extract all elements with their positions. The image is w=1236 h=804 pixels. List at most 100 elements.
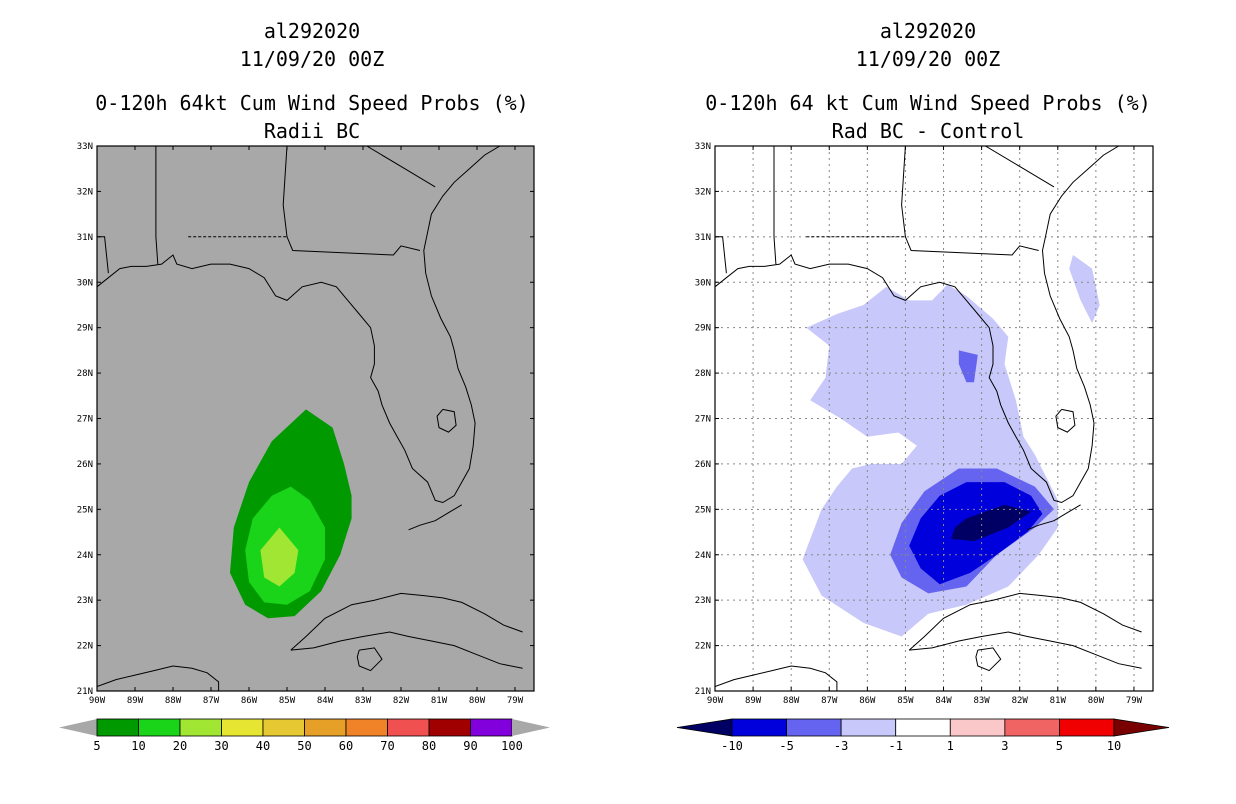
colorbar-swatch-5 bbox=[1004, 718, 1060, 737]
colorbar-swatch-8 bbox=[428, 718, 471, 737]
panel1-colorbar: 5 10 20 30 40 50 60 70 80 90 100 bbox=[59, 718, 550, 753]
state-border-3 bbox=[282, 146, 421, 256]
colorbar-left-arrow bbox=[59, 719, 97, 736]
x-tick-label: 86W bbox=[859, 696, 876, 706]
colorbar-label: 80 bbox=[422, 739, 436, 753]
y-tick-label: 32N bbox=[695, 187, 711, 197]
colorbar-label: -1 bbox=[888, 739, 902, 753]
y-tick-label: 29N bbox=[77, 324, 93, 334]
x-tick-label: 88W bbox=[165, 696, 182, 706]
colorbar-swatch-6 bbox=[1059, 718, 1115, 737]
y-tick-label: 21N bbox=[77, 687, 93, 697]
colorbar-label: 5 bbox=[1056, 739, 1063, 753]
panel1-title-date: 11/09/20 00Z bbox=[240, 47, 385, 71]
colorbar-swatch-0 bbox=[731, 718, 787, 737]
contour-level-20-2 bbox=[260, 527, 299, 587]
x-tick-label: 84W bbox=[317, 696, 334, 706]
coastline-7 bbox=[436, 408, 457, 433]
y-tick-label: 26N bbox=[77, 460, 93, 470]
coastline-6 bbox=[715, 665, 838, 691]
y-tick-label: 32N bbox=[77, 187, 93, 197]
state-border-0 bbox=[715, 236, 727, 274]
x-tick-label: 90W bbox=[707, 696, 724, 706]
y-tick-label: 24N bbox=[77, 551, 93, 561]
colorbar-swatch-7 bbox=[387, 718, 430, 737]
y-tick-label: 27N bbox=[77, 415, 93, 425]
state-border-0 bbox=[97, 236, 109, 274]
panel2-map: 90W 89W 88W 87W 86W 85W 84W 83W 82W 81W 80W 79W 21N 2… bbox=[695, 142, 1154, 706]
colorbar-swatch-1 bbox=[786, 718, 842, 737]
state-border-1 bbox=[773, 146, 777, 265]
colorbar-swatch-0 bbox=[96, 718, 139, 737]
panel2-colorbar: -10 -5 -3 -1 1 3 5 10 bbox=[676, 718, 1170, 753]
x-tick-label: 80W bbox=[469, 696, 486, 706]
y-tick-label: 26N bbox=[695, 460, 711, 470]
colorbar-label: 20 bbox=[173, 739, 187, 753]
colorbar-label: 100 bbox=[501, 739, 523, 753]
coastline-0 bbox=[97, 254, 470, 504]
x-tick-label: 84W bbox=[935, 696, 952, 706]
panel1-map: 90W 89W 88W 87W 86W 85W 84W 83W 82W 81W 80W 79W 21N 2… bbox=[77, 142, 535, 706]
x-tick-label: 81W bbox=[1050, 696, 1067, 706]
colorbar-label: 60 bbox=[339, 739, 353, 753]
colorbar-label: -10 bbox=[721, 739, 743, 753]
x-tick-label: 87W bbox=[821, 696, 838, 706]
coastline-4 bbox=[909, 631, 1142, 669]
x-tick-label: 89W bbox=[127, 696, 144, 706]
colorbar-label: 3 bbox=[1001, 739, 1008, 753]
y-tick-label: 23N bbox=[695, 596, 711, 606]
colorbar-label: 90 bbox=[463, 739, 477, 753]
colorbar-left-arrow bbox=[676, 718, 733, 737]
colorbar-swatch-2 bbox=[840, 718, 897, 737]
colorbar-label: 40 bbox=[256, 739, 270, 753]
state-border-4 bbox=[985, 146, 1055, 188]
colorbar-swatch-3 bbox=[895, 718, 951, 737]
y-tick-label: 23N bbox=[77, 596, 93, 606]
contour-level-neg10-5 bbox=[951, 504, 1032, 542]
coastline-2 bbox=[408, 504, 463, 531]
coastline-1 bbox=[423, 146, 501, 469]
x-tick-label: 83W bbox=[973, 696, 990, 706]
state-border-3 bbox=[901, 146, 1039, 256]
coastline-7 bbox=[1055, 408, 1076, 433]
contour-level-neg1-1 bbox=[1069, 255, 1100, 324]
colorbar-label: -5 bbox=[779, 739, 793, 753]
contour-level-neg3-2 bbox=[958, 350, 978, 383]
y-tick-label: 30N bbox=[695, 278, 711, 288]
y-tick-label: 25N bbox=[77, 505, 93, 515]
coastline-3 bbox=[290, 592, 523, 651]
x-tick-label: 83W bbox=[355, 696, 372, 706]
panel2-title-storm: al292020 bbox=[880, 19, 976, 43]
panel2-title-method: Rad BC - Control bbox=[832, 119, 1025, 143]
colorbar-label: -3 bbox=[834, 739, 848, 753]
y-tick-label: 22N bbox=[695, 642, 711, 652]
y-tick-label: 28N bbox=[695, 369, 711, 379]
colorbar-right-arrow bbox=[512, 719, 550, 736]
y-tick-label: 33N bbox=[695, 142, 711, 152]
panel1-title-storm: al292020 bbox=[264, 19, 360, 43]
coastline-6 bbox=[97, 665, 220, 691]
panel1-title-method: Radii BC bbox=[264, 119, 360, 143]
colorbar-swatch-3 bbox=[221, 718, 264, 737]
colorbar-label: 50 bbox=[297, 739, 311, 753]
y-tick-label: 27N bbox=[695, 415, 711, 425]
colorbar-swatch-5 bbox=[304, 718, 347, 737]
panel2-title-product: 0-120h 64 kt Cum Wind Speed Probs (%) bbox=[705, 91, 1151, 115]
colorbar-label: 1 bbox=[947, 739, 954, 753]
y-tick-label: 28N bbox=[77, 369, 93, 379]
x-tick-label: 79W bbox=[1126, 696, 1143, 706]
colorbar-swatch-1 bbox=[138, 718, 181, 737]
coastline-5 bbox=[356, 647, 383, 672]
x-tick-label: 82W bbox=[393, 696, 410, 706]
state-border-1 bbox=[155, 146, 159, 265]
coastline-1 bbox=[1041, 146, 1119, 469]
colorbar-swatch-6 bbox=[345, 718, 388, 737]
panel1-title-product: 0-120h 64kt Cum Wind Speed Probs (%) bbox=[95, 91, 528, 115]
x-tick-label: 81W bbox=[431, 696, 448, 706]
colorbar-swatch-4 bbox=[262, 718, 305, 737]
colorbar-label: 30 bbox=[214, 739, 228, 753]
colorbar-swatch-4 bbox=[949, 718, 1006, 737]
y-tick-label: 25N bbox=[695, 505, 711, 515]
coastline-2 bbox=[1027, 504, 1081, 531]
